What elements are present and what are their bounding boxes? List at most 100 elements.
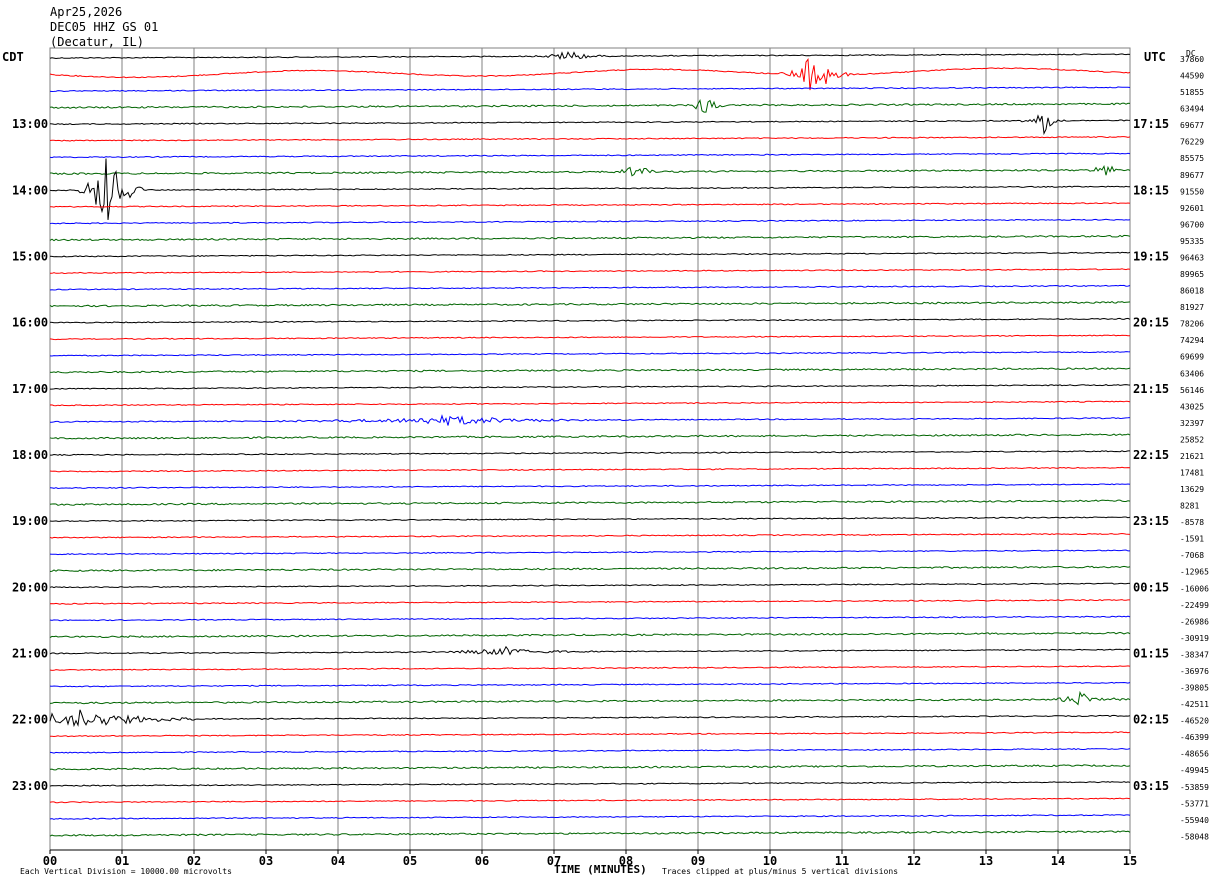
dc-offset-label: -39805 (1180, 684, 1209, 693)
trace-line (49, 218, 1131, 225)
utc-hour-label: 17:15 (1133, 117, 1169, 131)
cdt-hour-label: 20:00 (12, 580, 48, 594)
dc-offset-label: -48656 (1180, 750, 1209, 759)
trace-line (49, 351, 1131, 357)
utc-hour-label: 01:15 (1133, 646, 1169, 660)
trace-line (49, 334, 1130, 341)
dc-offset-label: 76229 (1180, 138, 1204, 147)
right-timezone-label: UTC (1144, 50, 1166, 64)
dc-offset-label: 69677 (1180, 121, 1204, 130)
clipping-note: Traces clipped at plus/minus 5 vertical … (662, 867, 899, 876)
trace-line (49, 781, 1131, 787)
trace-line (50, 268, 1131, 275)
dc-offset-label: 25852 (1180, 435, 1204, 444)
trace-line (49, 152, 1131, 159)
utc-hour-label: 21:15 (1133, 382, 1169, 396)
cdt-hour-label: 22:00 (12, 713, 48, 727)
trace-line (49, 284, 1131, 291)
trace-line (49, 58, 1131, 91)
utc-hour-label: 18:15 (1133, 183, 1169, 197)
x-tick-label: 00 (43, 854, 57, 868)
x-tick-label: 04 (331, 854, 345, 868)
dc-offset-label: 92601 (1180, 204, 1204, 213)
x-axis-title: TIME (MINUTES) (554, 863, 647, 876)
dc-offset-label: -38347 (1180, 650, 1209, 659)
x-tick-label: 11 (835, 854, 849, 868)
left-timezone-label: CDT (2, 50, 24, 64)
dc-offset-label: 91550 (1180, 187, 1204, 196)
dc-offset-label: 74294 (1180, 336, 1204, 345)
cdt-hour-label: 13:00 (12, 117, 48, 131)
trace-line (49, 830, 1131, 837)
dc-offset-label: 78206 (1180, 320, 1204, 329)
trace-line (49, 234, 1131, 242)
x-tick-label: 02 (187, 854, 201, 868)
cdt-hour-label: 18:00 (12, 448, 48, 462)
dc-offset-label: 81927 (1180, 303, 1204, 312)
dc-offset-label: -7068 (1180, 551, 1204, 560)
trace-line (49, 516, 1131, 523)
trace-line (49, 631, 1131, 639)
utc-hour-label: 02:15 (1133, 713, 1169, 727)
x-tick-label: 03 (259, 854, 273, 868)
trace-line (49, 549, 1130, 556)
x-tick-label: 05 (403, 854, 417, 868)
dc-offset-label: 13629 (1180, 485, 1204, 494)
trace-line (49, 797, 1131, 804)
dc-offset-label: -22499 (1180, 601, 1209, 610)
dc-offset-label: 56146 (1180, 386, 1204, 395)
x-tick-label: 12 (907, 854, 921, 868)
dc-offset-label: 63406 (1180, 369, 1204, 378)
plot-date: Apr25,2026 (50, 5, 123, 19)
trace-line (49, 681, 1131, 688)
trace-line (49, 86, 1131, 93)
trace-line (49, 764, 1131, 771)
dc-offset-label: 89677 (1180, 171, 1204, 180)
dc-offset-label: 43025 (1180, 402, 1204, 411)
dc-offset-label: -16006 (1180, 584, 1209, 593)
trace-line (50, 384, 1131, 390)
dc-offset-label: -53771 (1180, 799, 1209, 808)
x-tick-label: 01 (115, 854, 129, 868)
trace-line (49, 301, 1131, 308)
trace-line (49, 158, 1131, 220)
station-id: DEC05 HHZ GS 01 (50, 20, 159, 34)
dc-offset-label: 86018 (1180, 287, 1204, 296)
trace-line (49, 51, 1131, 60)
dc-offset-header: DC (1186, 49, 1196, 58)
x-tick-label: 10 (763, 854, 777, 868)
cdt-hour-label: 19:00 (12, 514, 48, 528)
dc-offset-label: -53859 (1180, 783, 1209, 792)
dc-offset-label: -8578 (1180, 518, 1204, 527)
dc-offset-label: -12965 (1180, 568, 1209, 577)
cdt-hour-label: 21:00 (12, 646, 48, 660)
dc-offset-label: 96700 (1180, 220, 1204, 229)
dc-offset-label: 21621 (1180, 452, 1204, 461)
dc-offset-label: 85575 (1180, 154, 1204, 163)
trace-line (49, 645, 1131, 656)
dc-offset-label: -1591 (1180, 535, 1204, 544)
plot-frame (49, 47, 1131, 851)
x-tick-label: 15 (1123, 854, 1137, 868)
dc-offset-label: 37860 (1180, 55, 1204, 64)
trace-line (49, 483, 1131, 490)
trace-line (49, 599, 1130, 605)
trace-line (49, 582, 1130, 589)
trace-line (49, 690, 1131, 706)
cdt-hour-label: 15:00 (12, 249, 48, 263)
x-tick-label: 06 (475, 854, 489, 868)
trace-line (49, 400, 1131, 407)
trace-line (49, 114, 1131, 136)
utc-hour-label: 20:15 (1133, 316, 1169, 330)
dc-offset-label: -42511 (1180, 700, 1209, 709)
dc-offset-label: -26986 (1180, 617, 1209, 626)
dc-offset-label: 17481 (1180, 469, 1204, 478)
cdt-hour-label: 23:00 (12, 779, 48, 793)
vertical-division-note: Each Vertical Division = 10000.00 microv… (20, 867, 232, 876)
trace-line (49, 532, 1131, 539)
x-tick-label: 07 (547, 854, 561, 868)
trace-line (49, 466, 1131, 473)
trace-line (50, 450, 1130, 456)
trace-line (49, 665, 1131, 671)
dc-offset-label: 32397 (1180, 419, 1204, 428)
